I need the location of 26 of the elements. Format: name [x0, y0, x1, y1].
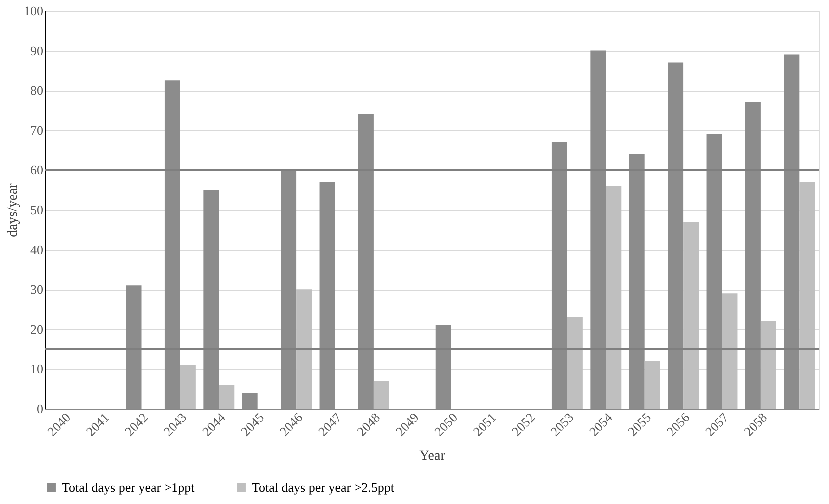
- legend-label: Total days per year >1ppt: [62, 480, 196, 495]
- bar: [644, 361, 660, 409]
- bar: [180, 365, 196, 409]
- y-tick-label: 60: [30, 162, 44, 178]
- bar: [296, 290, 312, 409]
- x-axis-title: Year: [420, 449, 446, 464]
- y-tick-label: 0: [37, 402, 44, 416]
- bar: [800, 182, 816, 409]
- bar: [567, 317, 583, 409]
- bar: [684, 222, 700, 409]
- y-tick-label: 40: [30, 242, 44, 258]
- y-tick-label: 70: [30, 122, 44, 138]
- bar: [374, 381, 390, 409]
- y-tick-label: 80: [30, 83, 44, 98]
- y-tick-label: 50: [30, 202, 44, 218]
- y-tick-label: 100: [24, 4, 44, 18]
- y-tick-label: 30: [30, 282, 44, 298]
- bar: [606, 186, 622, 409]
- bar: [219, 385, 235, 409]
- y-axis-title: days/year: [6, 183, 21, 238]
- y-tick-label: 20: [30, 322, 44, 337]
- y-tick-label: 90: [30, 43, 44, 58]
- legend-label: Total days per year >2.5ppt: [252, 480, 395, 495]
- bar: [722, 294, 738, 409]
- bar: [760, 321, 776, 409]
- y-tick-label: 10: [30, 362, 44, 377]
